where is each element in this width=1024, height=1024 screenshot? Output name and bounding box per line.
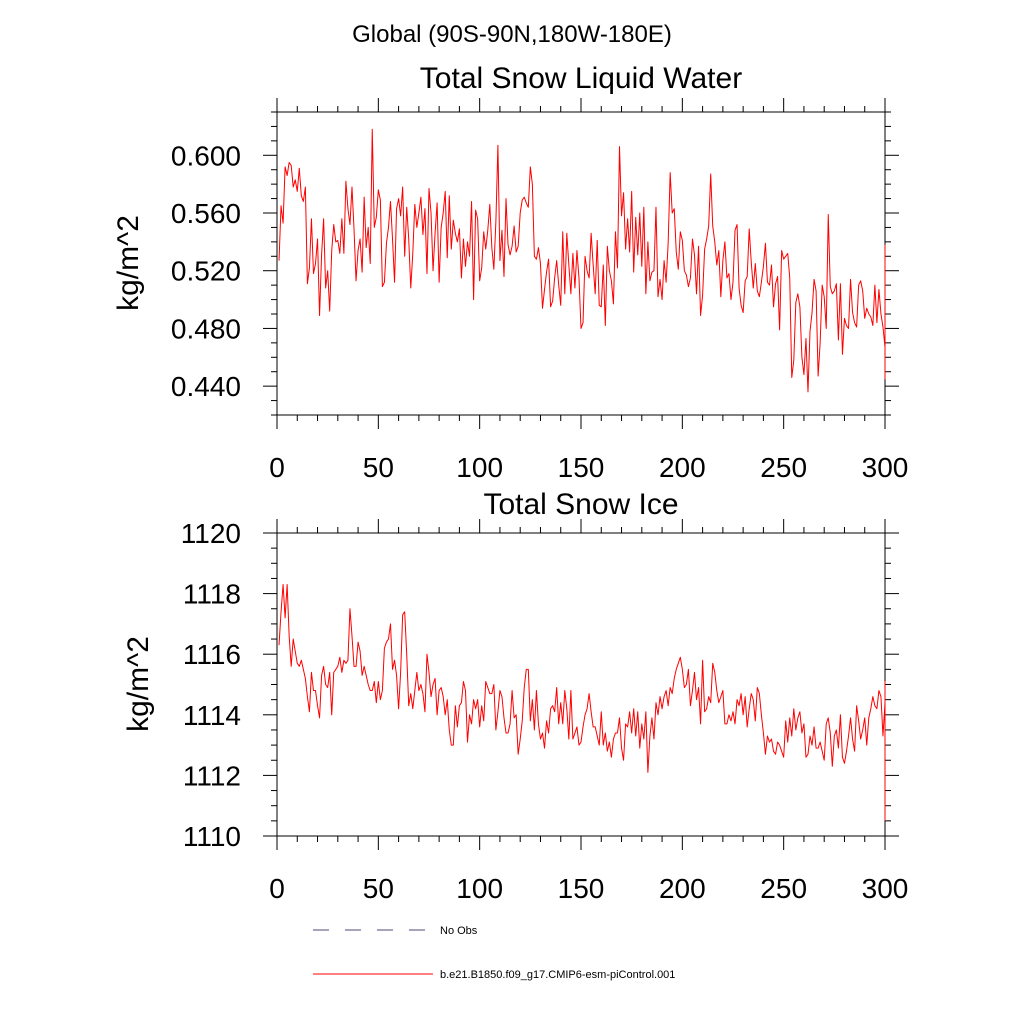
- x-tick-label: 150: [558, 452, 605, 483]
- y-tick-label: 0.560: [171, 198, 241, 229]
- x-tick-label: 0: [269, 452, 285, 483]
- legend-obs-label: No Obs: [440, 925, 478, 937]
- x-tick-label: 50: [363, 873, 394, 904]
- x-tick-label: 250: [760, 452, 807, 483]
- y-tick-label: 1112: [183, 760, 241, 791]
- y-tick-label: 1118: [183, 579, 241, 610]
- y-tick-label: 1110: [183, 821, 241, 852]
- y-axis-label: kg/m^2: [122, 636, 155, 732]
- panel-total-snow-ice: Total Snow Ice kg/m^2 0 50 100 150 200 250 300…: [122, 488, 908, 904]
- plot-frame: [276, 111, 886, 416]
- y-tick-label: 1114: [183, 700, 241, 731]
- panel-total-snow-liquid-water: Total Snow Liquid Water kg/m^2 0 50 100 150…: [112, 62, 908, 483]
- x-tick-label: 50: [363, 452, 394, 483]
- series-line: [278, 128, 886, 393]
- y-tick-label: 0.480: [171, 313, 241, 344]
- x-tick-label: 300: [862, 452, 909, 483]
- y-axis-label: kg/m^2: [112, 215, 145, 311]
- y-tick-label: 1120: [181, 518, 241, 549]
- x-tick-label: 100: [456, 452, 503, 483]
- x-tick-label: 200: [659, 452, 706, 483]
- panel-title: Total Snow Ice: [483, 488, 678, 521]
- panel-title: Total Snow Liquid Water: [420, 62, 742, 95]
- x-tick-label: 200: [659, 873, 706, 904]
- x-tick-label: 300: [862, 873, 909, 904]
- x-tick-label: 250: [760, 873, 807, 904]
- legend-model-label: b.e21.B1850.f09_g17.CMIP6-esm-piControl.…: [440, 969, 675, 981]
- legend: No Obs b.e21.B1850.f09_g17.CMIP6-esm-piC…: [313, 925, 675, 981]
- y-tick-label: 0.440: [171, 371, 241, 402]
- x-tick-label: 150: [558, 873, 605, 904]
- series-line: [278, 584, 886, 821]
- figure-title: Global (90S-90N,180W-180E): [352, 21, 672, 48]
- x-tick-label: 100: [456, 873, 503, 904]
- y-tick-label: 0.520: [171, 256, 241, 287]
- x-tick-label: 0: [269, 873, 285, 904]
- y-tick-label: 0.600: [171, 140, 241, 171]
- y-tick-label: 1116: [183, 639, 241, 670]
